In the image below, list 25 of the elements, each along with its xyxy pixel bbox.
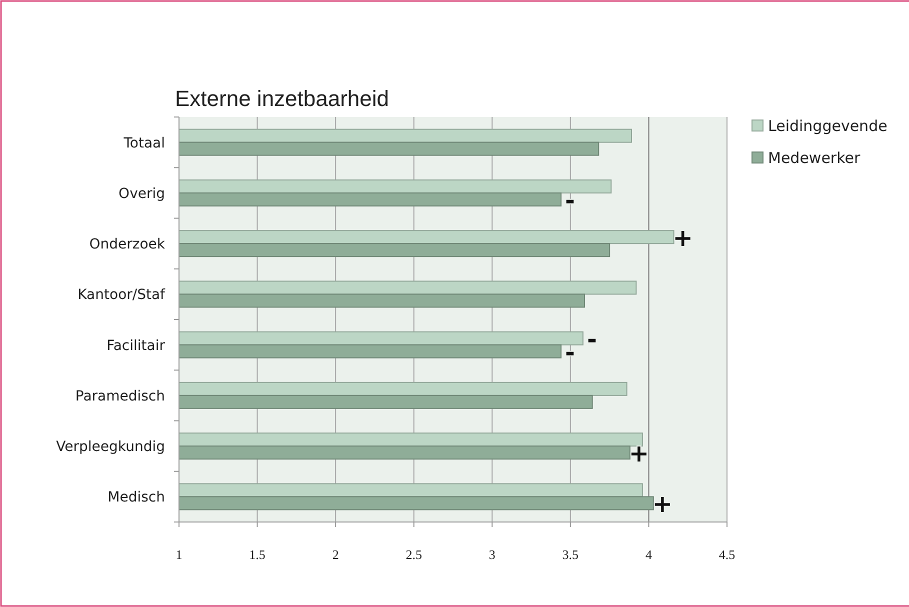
y-tick-label: Verpleegkundig: [56, 439, 165, 456]
annotation: -: [565, 186, 576, 214]
chart-title: Externe inzetbaarheid: [175, 86, 390, 111]
y-tick-label: Onderzoek: [89, 236, 166, 253]
y-tick-label: Kantoor/Staf: [78, 287, 166, 304]
x-tick-label: 4: [645, 547, 652, 562]
annotation: +: [672, 224, 693, 252]
y-tick-label: Totaal: [122, 135, 165, 152]
x-tick-label: 2: [332, 547, 339, 562]
y-tick-label: Facilitair: [106, 338, 166, 354]
annotation: -: [565, 338, 576, 366]
annotation: +: [652, 490, 672, 518]
legend-label: Medewerker: [768, 149, 861, 167]
x-tick-label: 2.5: [406, 547, 422, 562]
x-tick-label: 3.5: [562, 547, 579, 562]
legend-label: Leidinggevende: [768, 117, 888, 135]
x-tick-label: 4.5: [718, 547, 736, 562]
x-tick-label: 1: [176, 547, 182, 562]
x-tick-label: 3: [488, 547, 496, 562]
annotation: -: [586, 325, 597, 354]
y-tick-label: Paramedisch: [75, 388, 165, 404]
y-tick-label: Medisch: [108, 490, 165, 506]
y-tick-label: Overig: [118, 186, 165, 202]
x-tick-label: 1.5: [249, 547, 266, 562]
annotation: +: [628, 440, 649, 468]
